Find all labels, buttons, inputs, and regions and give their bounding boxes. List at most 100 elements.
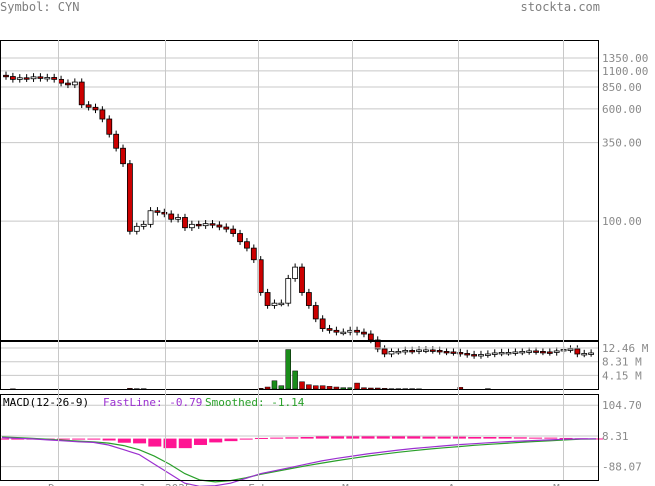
macd-histogram-bar	[224, 438, 238, 442]
candle-body	[491, 352, 498, 355]
candle-body	[505, 352, 512, 355]
candle-body	[237, 233, 243, 243]
macd-histogram-bar	[148, 438, 162, 447]
candle-body	[312, 305, 319, 320]
macd-histogram-bar	[194, 438, 207, 445]
volume-bar	[347, 387, 353, 390]
x-axis: Dec Jan 2025 Feb Mar Apr May	[48, 482, 573, 486]
macd-panel: 104.70 8.31 -88.07 MACD(12-26-9) FastLine: -…	[0, 396, 642, 486]
candle-body	[429, 349, 436, 352]
candle-body	[147, 210, 154, 225]
macd-histogram-bar	[376, 436, 390, 439]
candle-body	[381, 348, 388, 355]
site-label[interactable]: stockta.com	[520, 0, 600, 14]
candle-body	[51, 77, 58, 80]
candle-body	[58, 78, 64, 84]
macd-histogram-bar	[178, 438, 192, 449]
x-tick-label: Apr	[448, 482, 468, 486]
candle-body	[182, 217, 188, 229]
candle-body	[416, 349, 422, 352]
macd-histogram-bar	[239, 438, 253, 440]
x-tick-label: May	[553, 482, 573, 486]
macd-histogram-bar	[285, 437, 299, 439]
candle-body	[16, 77, 23, 80]
macd-histogram-bar	[56, 438, 70, 440]
candle-body	[588, 352, 595, 355]
candle-body	[443, 351, 450, 354]
macd-tick-label: 8.31	[602, 430, 629, 443]
candle-body	[395, 351, 402, 354]
price-tick-label: 1100.00	[602, 65, 648, 78]
macd-histogram-bar	[483, 437, 497, 439]
macd-histogram-bar	[102, 438, 116, 441]
macd-histogram-bar	[72, 438, 86, 440]
panel-border	[0, 394, 599, 481]
macd-histogram-bar	[529, 437, 543, 439]
candle-body	[71, 81, 78, 86]
candle-body	[168, 213, 175, 220]
macd-histogram-bar	[254, 437, 268, 439]
candle-body	[546, 351, 553, 354]
candle-body	[333, 329, 340, 333]
macd-histogram-bar	[513, 437, 527, 439]
candle-body	[285, 278, 292, 304]
macd-histogram-bar	[117, 438, 131, 443]
candle-body	[533, 350, 539, 353]
candle-body	[326, 328, 333, 331]
candle-body	[471, 354, 477, 357]
candle-body	[188, 223, 195, 229]
macd-histogram-bar	[361, 436, 375, 439]
macd-histogram-bar	[559, 437, 573, 439]
panel-border	[0, 40, 599, 341]
volume-panel: 12.46 M8.31 M4.15 M	[0, 342, 649, 390]
candle-body	[484, 353, 491, 356]
candle-body	[278, 302, 285, 306]
candle-body	[347, 329, 354, 333]
candle-body	[65, 82, 71, 86]
candle-body	[140, 223, 147, 227]
candle-body	[3, 74, 9, 78]
candle-body	[457, 352, 464, 355]
x-tick-label: Dec	[48, 482, 68, 486]
macd-histogram-bar	[452, 436, 466, 439]
candle-body	[92, 106, 99, 111]
candle-body	[402, 350, 409, 353]
macd-histogram-bar	[163, 438, 177, 449]
macd-histogram-bar	[270, 437, 284, 439]
candle-body	[367, 333, 374, 341]
candle-body	[30, 76, 37, 80]
macd-histogram-bar	[209, 438, 223, 443]
candle-body	[271, 302, 278, 306]
candle-body	[161, 211, 168, 215]
x-tick-label: Jan 2025	[139, 482, 192, 486]
candle-body	[154, 210, 161, 213]
macd-histogram-bar	[392, 436, 405, 439]
volume-bar	[292, 370, 298, 390]
candle-body	[244, 241, 250, 249]
candle-body	[299, 266, 305, 293]
candle-body	[195, 223, 202, 227]
macd-histogram-bar	[87, 438, 101, 440]
candle-body	[230, 228, 237, 234]
candle-body	[23, 77, 30, 80]
candle-body	[216, 224, 223, 228]
candle-body	[409, 350, 416, 353]
candle-body	[581, 353, 588, 356]
candle-body	[175, 217, 181, 220]
candle-body	[388, 351, 395, 355]
volume-bar	[340, 387, 347, 390]
volume-bar	[271, 380, 278, 390]
volume-bar	[319, 385, 326, 390]
candle-body	[305, 292, 312, 306]
candle-body	[519, 351, 526, 354]
candle-body	[106, 118, 113, 135]
candle-body	[99, 109, 106, 120]
volume-bar	[264, 386, 271, 390]
macd-fastline	[1, 437, 597, 486]
macd-histogram-bar	[331, 436, 345, 439]
price-tick-label: 350.00	[602, 137, 642, 150]
x-tick-label: Feb	[248, 482, 268, 486]
symbol-label: Symbol: CYN	[0, 0, 80, 14]
candle-body	[498, 352, 505, 355]
